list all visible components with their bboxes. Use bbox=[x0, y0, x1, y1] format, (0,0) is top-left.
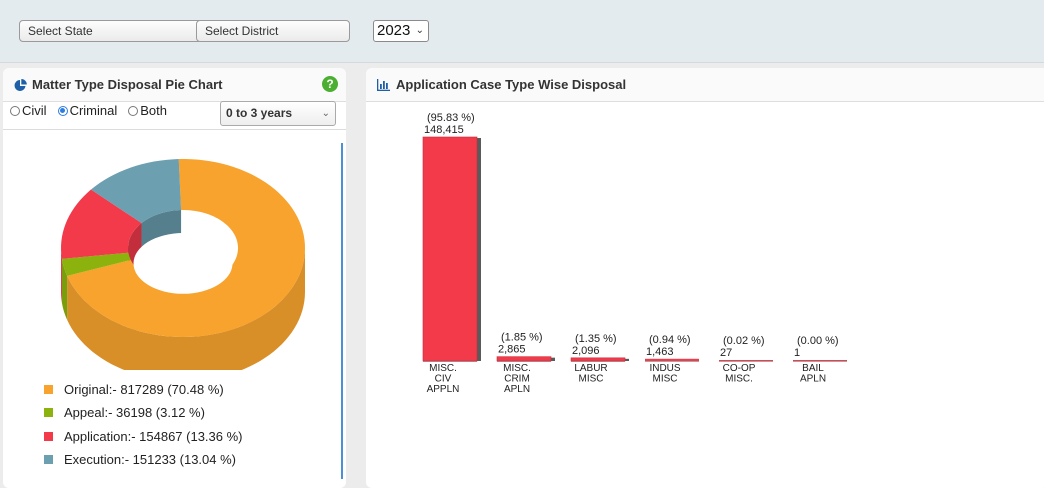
bar-category-label: CRIM bbox=[504, 374, 530, 385]
matter-type-panel-title: Matter Type Disposal Pie Chart bbox=[32, 77, 223, 92]
bar-category-label: MISC. bbox=[503, 363, 531, 374]
legend-item-execution[interactable]: Execution:- 151233 (13.04 %) bbox=[44, 448, 243, 471]
matter-type-panel-header: Matter Type Disposal Pie Chart ? bbox=[3, 68, 346, 102]
bar-percent-label: (0.00 %) bbox=[797, 335, 839, 347]
bar-category-label: INDUS bbox=[649, 363, 680, 374]
donut-slices bbox=[61, 159, 305, 337]
donut-slice-appeal[interactable] bbox=[61, 252, 131, 276]
scrollbar[interactable] bbox=[341, 143, 343, 479]
bar[interactable] bbox=[645, 358, 699, 361]
bar-chart-icon bbox=[377, 79, 390, 91]
bar-shadow bbox=[477, 138, 481, 361]
bar-category-label: BAIL bbox=[802, 363, 824, 374]
donut-hole bbox=[133, 233, 233, 294]
year-range-value: 0 to 3 years bbox=[226, 106, 293, 120]
chevron-down-icon: ⌄ bbox=[321, 108, 330, 119]
matter-type-legend: Original:- 817289 (70.48 %) Appeal:- 3619… bbox=[44, 378, 243, 471]
legend-item-original[interactable]: Original:- 817289 (70.48 %) bbox=[44, 378, 243, 401]
select-district-button[interactable]: Select District bbox=[196, 20, 350, 42]
year-value: 2023 bbox=[377, 22, 411, 39]
legend-item-application[interactable]: Application:- 154867 (13.36 %) bbox=[44, 425, 243, 448]
legend-swatch bbox=[44, 431, 53, 441]
bar-value-label: 27 bbox=[720, 347, 732, 359]
radio-label: Criminal bbox=[69, 103, 118, 118]
bar-category-label: MISC. bbox=[725, 374, 753, 385]
donut-slice-application[interactable] bbox=[61, 189, 142, 259]
legend-label: Appeal:- 36198 (3.12 %) bbox=[64, 405, 205, 421]
bar[interactable] bbox=[719, 360, 773, 361]
donut-side-original bbox=[67, 248, 305, 370]
radio-both[interactable]: Both bbox=[128, 103, 167, 118]
donut-slice-execution[interactable] bbox=[90, 159, 182, 224]
bar-value-label: 2,865 bbox=[498, 344, 526, 356]
bar-category-label: APPLN bbox=[427, 384, 460, 395]
help-icon[interactable]: ? bbox=[322, 76, 338, 92]
legend-item-appeal[interactable]: Appeal:- 36198 (3.12 %) bbox=[44, 401, 243, 424]
divider bbox=[3, 129, 346, 130]
bar-value-label: 1,463 bbox=[646, 346, 674, 358]
select-state-button[interactable]: Select State bbox=[19, 20, 202, 42]
year-range-select[interactable]: 0 to 3 years ⌄ bbox=[220, 101, 336, 126]
filter-bar: Select State Select District 2023 ⌄ bbox=[0, 0, 1044, 63]
radio-civil[interactable]: Civil bbox=[10, 103, 47, 118]
case-type-panel-header: Application Case Type Wise Disposal bbox=[366, 68, 1044, 102]
legend-swatch bbox=[44, 408, 53, 418]
bar-category-label: MISC. bbox=[429, 363, 457, 374]
radio-label: Civil bbox=[22, 103, 47, 118]
legend-label: Execution:- 151233 (13.04 %) bbox=[64, 452, 236, 468]
bar-category-label: APLN bbox=[504, 384, 530, 395]
bar-percent-label: (95.83 %) bbox=[427, 112, 475, 124]
pie-chart-icon bbox=[14, 79, 27, 91]
radio-label: Both bbox=[140, 103, 167, 118]
bar[interactable] bbox=[496, 356, 552, 362]
chevron-down-icon: ⌄ bbox=[415, 25, 424, 36]
radio-criminal[interactable]: Criminal bbox=[57, 103, 118, 118]
legend-swatch bbox=[44, 385, 53, 395]
donut-side-application bbox=[61, 248, 62, 303]
donut-side-appeal bbox=[61, 258, 68, 320]
matter-type-donut-chart bbox=[61, 159, 305, 370]
bar[interactable] bbox=[570, 357, 626, 362]
donut-slice-original[interactable] bbox=[67, 159, 305, 337]
bar-shadow bbox=[625, 358, 629, 361]
bar-value-label: 2,096 bbox=[572, 345, 600, 357]
year-select[interactable]: 2023 ⌄ bbox=[373, 20, 429, 42]
matter-type-radio-group: Civil Criminal Both bbox=[10, 103, 178, 119]
bar-value-label: 1 bbox=[794, 347, 800, 359]
bar-category-label: CO-OP bbox=[723, 363, 756, 374]
bar-percent-label: (1.35 %) bbox=[575, 333, 617, 345]
bar-percent-label: (0.02 %) bbox=[723, 335, 765, 347]
legend-label: Application:- 154867 (13.36 %) bbox=[64, 428, 243, 444]
bar-category-label: MISC bbox=[579, 374, 604, 385]
radio-indicator[interactable] bbox=[128, 105, 139, 116]
bar[interactable] bbox=[422, 136, 478, 362]
bar-percent-label: (0.94 %) bbox=[649, 334, 691, 346]
bar[interactable] bbox=[793, 360, 847, 361]
case-type-panel-title: Application Case Type Wise Disposal bbox=[396, 77, 627, 92]
radio-indicator[interactable] bbox=[10, 105, 20, 116]
bar-value-label: 148,415 bbox=[424, 124, 464, 136]
legend-swatch bbox=[44, 455, 53, 465]
bar-percent-label: (1.85 %) bbox=[501, 332, 543, 344]
legend-label: Original:- 817289 (70.48 %) bbox=[64, 382, 224, 398]
bar-category-label: LABUR bbox=[574, 363, 607, 374]
bar-category-label: MISC bbox=[653, 374, 678, 385]
bar-category-label: APLN bbox=[800, 374, 826, 385]
radio-indicator[interactable] bbox=[57, 105, 68, 116]
bar-shadow bbox=[551, 357, 555, 361]
bar-category-label: CIV bbox=[435, 374, 452, 385]
